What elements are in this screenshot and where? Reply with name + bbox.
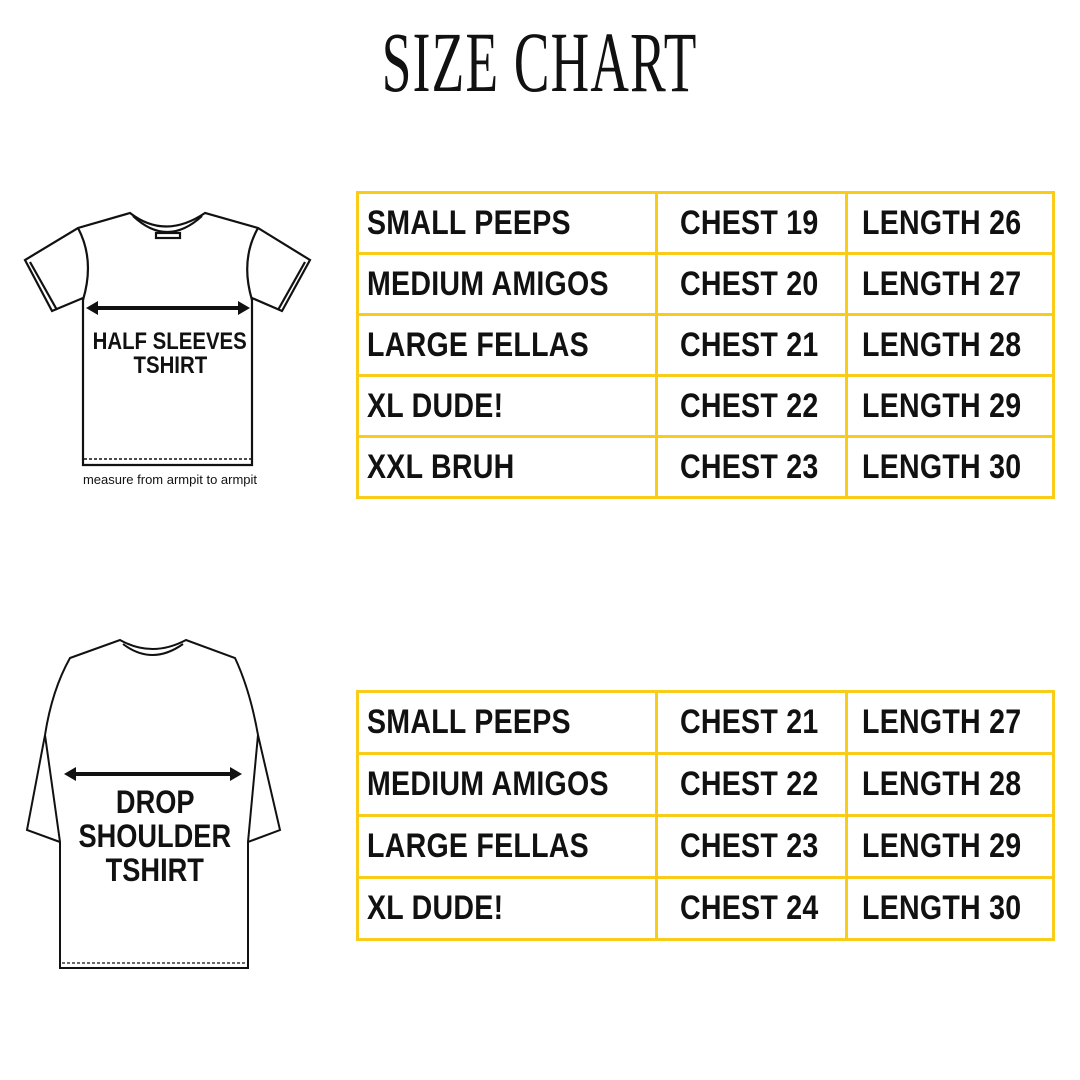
label-line: HALF SLEEVES bbox=[92, 328, 248, 355]
table-row: SMALL PEEPS CHEST 19 LENGTH 26 bbox=[356, 191, 1055, 255]
half-sleeves-label: HALF SLEEVES TSHIRT bbox=[60, 330, 280, 378]
size-cell: SMALL PEEPS bbox=[367, 203, 571, 242]
label-line: DROP bbox=[115, 784, 195, 820]
chest-cell: CHEST 23 bbox=[679, 447, 819, 486]
length-cell: LENGTH 29 bbox=[861, 827, 1022, 865]
length-cell: LENGTH 27 bbox=[861, 264, 1022, 303]
chest-cell: CHEST 21 bbox=[679, 325, 819, 364]
title-text: SIZE CHART bbox=[382, 14, 698, 110]
chest-cell: CHEST 22 bbox=[679, 386, 819, 425]
table-row: XL DUDE! CHEST 22 LENGTH 29 bbox=[356, 374, 1055, 438]
size-cell: SMALL PEEPS bbox=[367, 703, 571, 741]
length-cell: LENGTH 27 bbox=[861, 703, 1022, 741]
chest-cell: CHEST 21 bbox=[679, 703, 819, 741]
table-row: MEDIUM AMIGOS CHEST 22 LENGTH 28 bbox=[356, 752, 1055, 817]
length-cell: LENGTH 26 bbox=[861, 203, 1022, 242]
size-cell: MEDIUM AMIGOS bbox=[367, 264, 609, 303]
length-cell: LENGTH 28 bbox=[861, 765, 1022, 803]
table-row: SMALL PEEPS CHEST 21 LENGTH 27 bbox=[356, 690, 1055, 755]
half-sleeves-size-table: SMALL PEEPS CHEST 19 LENGTH 26 MEDIUM AMIG… bbox=[356, 191, 1055, 499]
size-cell: XL DUDE! bbox=[367, 889, 504, 927]
table-row: XL DUDE! CHEST 24 LENGTH 30 bbox=[356, 876, 1055, 941]
size-cell: XL DUDE! bbox=[367, 386, 504, 425]
length-cell: LENGTH 28 bbox=[861, 325, 1022, 364]
measure-note: measure from armpit to armpit bbox=[82, 472, 258, 487]
label-line: TSHIRT bbox=[133, 352, 207, 379]
size-cell: MEDIUM AMIGOS bbox=[367, 765, 609, 803]
label-line: SHOULDER bbox=[78, 818, 232, 854]
armpit-measure-arrow-icon bbox=[86, 301, 250, 315]
chest-cell: CHEST 24 bbox=[679, 889, 819, 927]
chest-cell: CHEST 19 bbox=[679, 203, 819, 242]
chest-measure-arrow-icon bbox=[64, 767, 242, 781]
table-row: LARGE FELLAS CHEST 21 LENGTH 28 bbox=[356, 313, 1055, 377]
chest-cell: CHEST 22 bbox=[679, 765, 819, 803]
label-line: TSHIRT bbox=[105, 852, 205, 888]
table-row: XXL BRUH CHEST 23 LENGTH 30 bbox=[356, 435, 1055, 499]
length-cell: LENGTH 30 bbox=[861, 889, 1022, 927]
drop-shoulder-label: DROP SHOULDER TSHIRT bbox=[40, 785, 270, 887]
size-cell: LARGE FELLAS bbox=[367, 827, 589, 865]
length-cell: LENGTH 29 bbox=[861, 386, 1022, 425]
size-cell: LARGE FELLAS bbox=[367, 325, 589, 364]
half-sleeves-tshirt-illustration bbox=[23, 211, 312, 467]
chest-cell: CHEST 23 bbox=[679, 827, 819, 865]
table-row: MEDIUM AMIGOS CHEST 20 LENGTH 27 bbox=[356, 252, 1055, 316]
size-cell: XXL BRUH bbox=[367, 447, 515, 486]
chest-cell: CHEST 20 bbox=[679, 264, 819, 303]
drop-shoulder-size-table: SMALL PEEPS CHEST 21 LENGTH 27 MEDIUM AMIG… bbox=[356, 690, 1055, 941]
table-row: LARGE FELLAS CHEST 23 LENGTH 29 bbox=[356, 814, 1055, 879]
drop-shoulder-tshirt-illustration bbox=[25, 638, 282, 969]
length-cell: LENGTH 30 bbox=[861, 447, 1022, 486]
page-title: SIZE CHART bbox=[0, 14, 1080, 110]
